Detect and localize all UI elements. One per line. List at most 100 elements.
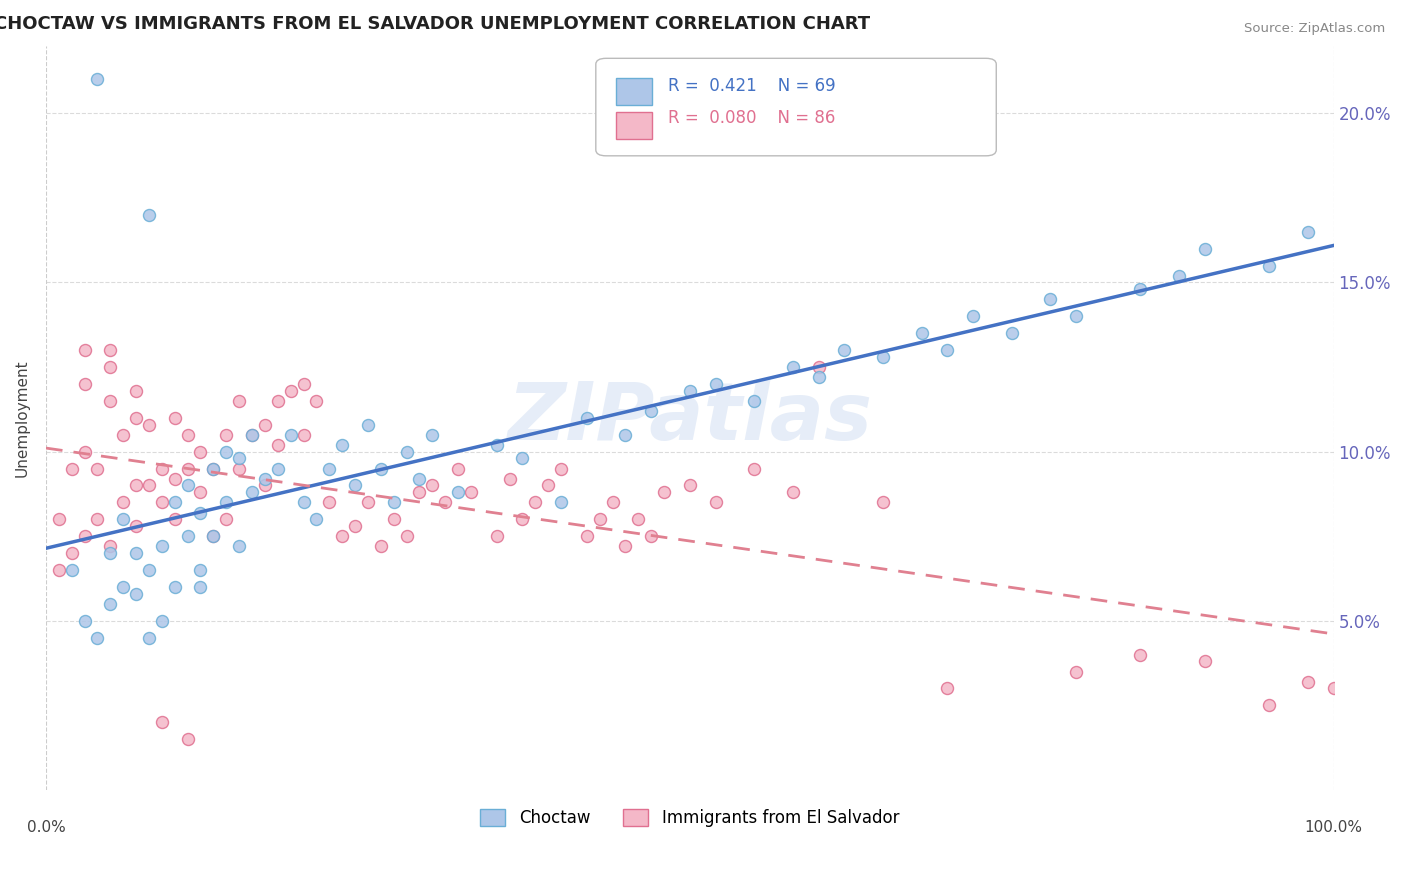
Point [125,519,148,533]
Point [652,485,675,500]
Point [253,417,276,432]
Point [1296,674,1319,689]
Point [202,529,225,543]
Point [215,512,238,526]
Point [575,529,598,543]
Point [679,478,702,492]
Point [602,495,624,509]
Point [742,461,765,475]
Point [150,540,173,554]
Point [1323,681,1346,696]
Point [267,438,290,452]
Point [176,461,198,475]
Point [202,461,225,475]
Point [228,540,250,554]
Point [60,563,83,577]
Point [280,384,302,398]
Point [98,540,121,554]
Point [163,495,186,509]
Point [112,580,135,594]
Point [86,631,108,645]
Point [1194,242,1216,256]
Point [742,393,765,408]
Point [420,478,443,492]
Point [176,478,198,492]
Text: R =  0.080    N = 86: R = 0.080 N = 86 [668,109,835,127]
Point [498,472,520,486]
Point [73,444,96,458]
Point [1296,225,1319,239]
Point [834,343,856,358]
Point [447,461,470,475]
Point [215,495,238,509]
Point [163,580,186,594]
Point [86,72,108,87]
Point [150,614,173,628]
Point [1129,282,1152,296]
Point [202,529,225,543]
Point [240,427,263,442]
Point [318,461,340,475]
Point [550,495,572,509]
Point [150,495,173,509]
Point [215,427,238,442]
Point [614,427,637,442]
Point [1064,310,1087,324]
Point [704,376,727,391]
FancyBboxPatch shape [596,58,997,156]
Legend: Choctaw, Immigrants from El Salvador: Choctaw, Immigrants from El Salvador [474,802,905,834]
Point [292,427,315,442]
Point [112,512,135,526]
Point [86,461,108,475]
Point [485,438,508,452]
Point [1168,268,1191,283]
Point [86,512,108,526]
Point [512,512,534,526]
Point [589,512,612,526]
Point [98,597,121,611]
Point [447,485,470,500]
Point [190,563,212,577]
Point [176,732,198,747]
Point [163,512,186,526]
Point [240,427,263,442]
Point [550,461,572,475]
Point [936,681,959,696]
Point [408,485,430,500]
Point [125,384,148,398]
Text: 100.0%: 100.0% [1305,820,1362,835]
Point [190,485,212,500]
Point [112,427,135,442]
Point [125,410,148,425]
Point [343,519,366,533]
Point [215,444,238,458]
Point [98,546,121,560]
Point [395,529,418,543]
Point [138,478,160,492]
Point [176,529,198,543]
Point [98,343,121,358]
Point [292,495,315,509]
Point [163,472,186,486]
Point [640,404,662,418]
Point [434,495,457,509]
Point [782,359,804,374]
Point [512,451,534,466]
Point [782,485,804,500]
Point [408,472,430,486]
Point [60,461,83,475]
Point [1039,293,1062,307]
Point [138,563,160,577]
Point [1258,698,1281,713]
Y-axis label: Unemployment: Unemployment [15,359,30,476]
Point [228,461,250,475]
Point [537,478,560,492]
Point [253,478,276,492]
Point [627,512,650,526]
Text: CHOCTAW VS IMMIGRANTS FROM EL SALVADOR UNEMPLOYMENT CORRELATION CHART: CHOCTAW VS IMMIGRANTS FROM EL SALVADOR U… [0,15,870,33]
Point [382,512,405,526]
Point [202,461,225,475]
Point [485,529,508,543]
Point [420,427,443,442]
Point [125,587,148,601]
